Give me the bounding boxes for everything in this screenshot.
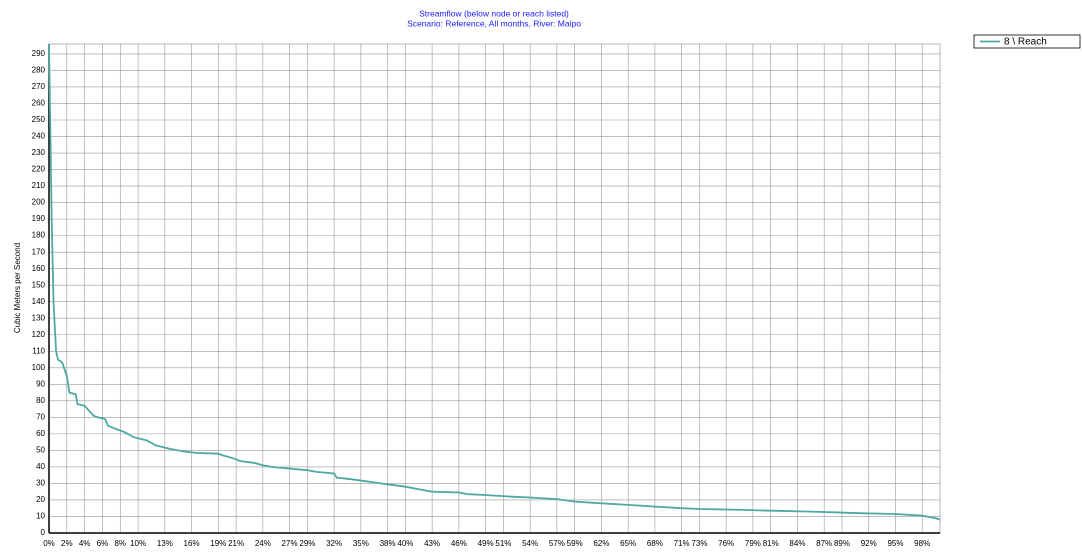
x-tick-label: 71% (674, 539, 690, 548)
x-tick-label: 27% (282, 539, 298, 548)
y-tick-label: 80 (36, 396, 45, 405)
x-tick-label: 49% (478, 539, 494, 548)
x-tick-label: 35% (353, 539, 369, 548)
y-tick-label: 230 (32, 148, 46, 157)
x-tick-label: 95% (887, 539, 903, 548)
legend-box (973, 34, 1081, 49)
chart-subtitle: Scenario: Reference, All months, River: … (407, 18, 581, 28)
x-tick-label: 0% (43, 539, 55, 548)
x-tick-label: 43% (424, 539, 440, 548)
x-tick-label: 81% (763, 539, 779, 548)
y-tick-label: 0 (41, 528, 46, 537)
x-tick-label: 62% (593, 539, 609, 548)
y-tick-label: 140 (32, 297, 46, 306)
y-tick-label: 180 (32, 231, 46, 240)
x-tick-label: 89% (834, 539, 850, 548)
y-axis-label: Cubic Meters per Second (13, 243, 22, 333)
x-tick-label: 38% (380, 539, 396, 548)
x-tick-label: 24% (255, 539, 271, 548)
y-tick-label: 50 (36, 446, 45, 455)
x-tick-label: 16% (184, 539, 200, 548)
plot-area (48, 43, 941, 534)
x-tick-label: 59% (567, 539, 583, 548)
y-tick-label: 90 (36, 379, 45, 388)
y-tick-label: 240 (32, 132, 46, 141)
y-tick-label: 200 (32, 198, 46, 207)
y-tick-label: 160 (32, 264, 46, 273)
data-line (48, 43, 941, 521)
y-tick-label: 20 (36, 495, 45, 504)
y-tick-label: 220 (32, 165, 46, 174)
x-tick-label: 84% (789, 539, 805, 548)
x-tick-label: 76% (718, 539, 734, 548)
x-tick-label: 92% (861, 539, 877, 548)
x-tick-label: 51% (495, 539, 511, 548)
y-tick-label: 150 (32, 280, 46, 289)
x-tick-label: 46% (451, 539, 467, 548)
x-tick-label: 2% (61, 539, 73, 548)
y-tick-label: 120 (32, 330, 46, 339)
x-tick-label: 68% (647, 539, 663, 548)
y-tick-label: 290 (32, 49, 46, 58)
x-tick-label: 79% (745, 539, 761, 548)
y-tick-label: 70 (36, 412, 45, 421)
y-tick-label: 40 (36, 462, 45, 471)
x-tick-label: 57% (549, 539, 565, 548)
x-tick-label: 87% (816, 539, 832, 548)
x-tick-label: 54% (522, 539, 538, 548)
y-tick-label: 260 (32, 99, 46, 108)
x-tick-label: 32% (326, 539, 342, 548)
y-tick-label: 30 (36, 479, 45, 488)
x-tick-label: 19% (210, 539, 226, 548)
y-tick-label: 190 (32, 214, 46, 223)
x-tick-label: 73% (691, 539, 707, 548)
y-tick-label: 250 (32, 115, 46, 124)
x-tick-label: 13% (157, 539, 173, 548)
x-tick-label: 40% (397, 539, 413, 548)
y-tick-label: 280 (32, 66, 46, 75)
y-tick-label: 130 (32, 313, 46, 322)
chart-title: Streamflow (below node or reach listed) (419, 8, 569, 18)
x-tick-label: 21% (228, 539, 244, 548)
y-tick-label: 170 (32, 247, 46, 256)
y-tick-label: 10 (36, 512, 45, 521)
y-tick-label: 110 (32, 346, 45, 355)
x-tick-label: 65% (620, 539, 636, 548)
y-tick-label: 100 (32, 363, 46, 372)
y-tick-label: 270 (32, 82, 46, 91)
x-tick-label: 8% (114, 539, 126, 548)
legend-label: 8 \ Reach (1004, 37, 1047, 48)
x-tick-label: 29% (299, 539, 315, 548)
x-tick-label: 98% (914, 539, 930, 548)
x-tick-label: 4% (79, 539, 91, 548)
y-tick-label: 60 (36, 429, 45, 438)
x-tick-label: 6% (97, 539, 109, 548)
y-tick-label: 210 (32, 181, 46, 190)
x-tick-label: 10% (130, 539, 146, 548)
